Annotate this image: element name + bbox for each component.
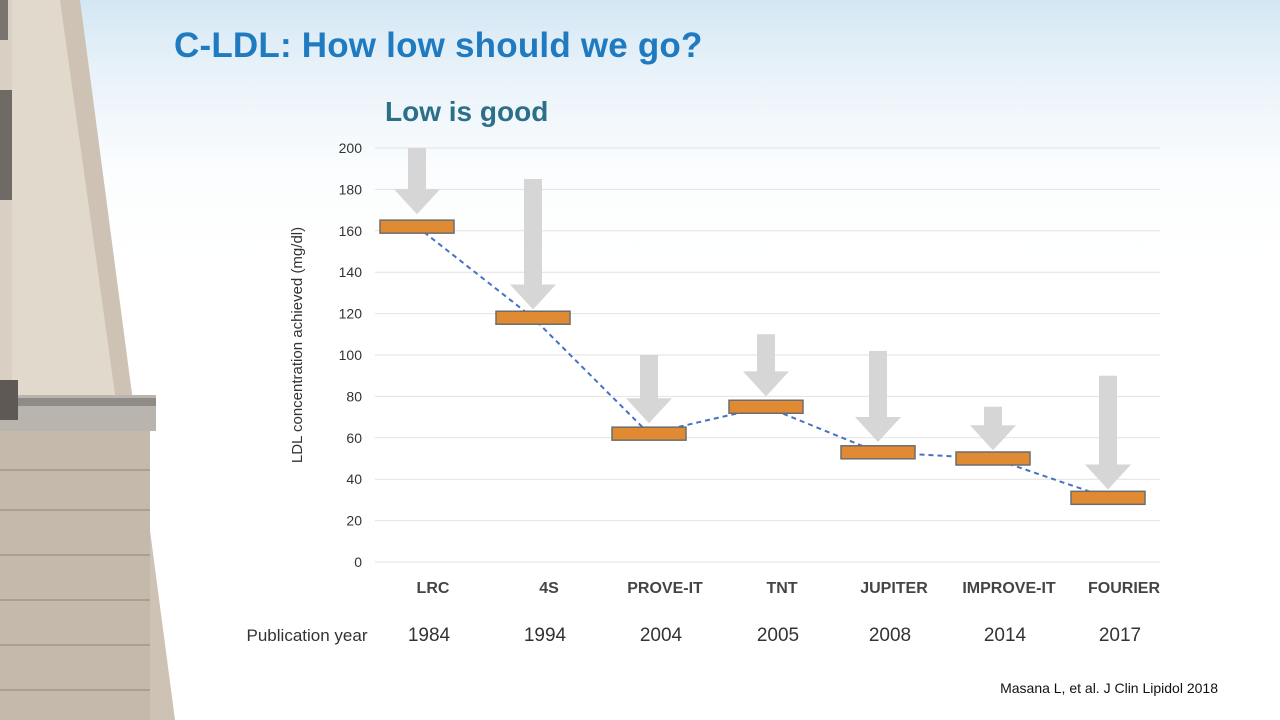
- slide-title: C-LDL: How low should we go?: [174, 26, 703, 65]
- x-category-label: JUPITER: [860, 580, 928, 597]
- chart-title: Low is good: [385, 96, 549, 127]
- x-category-label: PROVE-IT: [627, 580, 703, 597]
- publication-year: 2005: [757, 625, 799, 646]
- ldl-bar: [495, 310, 571, 325]
- publication-year: 2014: [984, 625, 1027, 646]
- ldl-bar: [1070, 490, 1146, 506]
- citation: Masana L, et al. J Clin Lipidol 2018: [1000, 680, 1218, 696]
- publication-year: 2004: [640, 625, 683, 646]
- y-axis-label: LDL concentration achieved (mg/dl): [289, 227, 306, 463]
- y-tick-label: 200: [339, 140, 363, 156]
- x-category-label: TNT: [766, 580, 797, 597]
- y-axis-ticks: 0 20 40 60 80 100 120 140 160 180 200: [339, 140, 363, 570]
- x-category-label: 4S: [539, 580, 559, 597]
- reduction-arrow: [855, 350, 901, 442]
- y-tick-label: 140: [339, 264, 363, 280]
- ldl-bar: [379, 219, 455, 234]
- ldl-bar: [840, 445, 916, 460]
- left-building-photo: [0, 0, 200, 720]
- publication-year: 2017: [1099, 625, 1141, 646]
- ldl-bar: [728, 399, 804, 414]
- publication-year: 1994: [524, 625, 567, 646]
- reduction-arrow: [1085, 375, 1131, 490]
- publication-year: 1984: [408, 625, 451, 646]
- publication-year: 2008: [869, 625, 911, 646]
- x-axis-labels: LRC 4S PROVE-IT TNT JUPITER IMPROVE-IT FOURIER: [417, 580, 1161, 597]
- y-tick-label: 80: [346, 388, 362, 404]
- reduction-arrow: [743, 334, 789, 397]
- y-tick-label: 180: [339, 181, 363, 197]
- ldl-bar: [955, 451, 1031, 466]
- y-tick-label: 100: [339, 347, 363, 363]
- publication-year-label: Publication year: [247, 626, 368, 645]
- y-tick-label: 120: [339, 306, 363, 322]
- y-tick-label: 160: [339, 223, 363, 239]
- x-category-label: LRC: [417, 580, 450, 597]
- x-category-label: FOURIER: [1088, 580, 1160, 597]
- y-tick-label: 60: [346, 430, 362, 446]
- reduction-arrow: [394, 148, 440, 215]
- reduction-arrow: [626, 355, 672, 424]
- y-tick-label: 20: [346, 513, 362, 529]
- publication-years: 1984 1994 2004 2005 2008 2014 2017: [408, 625, 1141, 646]
- reduction-arrows: [394, 148, 1131, 490]
- ldl-markers: [379, 219, 1146, 506]
- gridlines: [375, 147, 1160, 563]
- y-tick-label: 0: [354, 554, 362, 570]
- ldl-bar: [611, 426, 687, 441]
- y-tick-label: 40: [346, 471, 362, 487]
- reduction-arrow: [970, 406, 1016, 451]
- reduction-arrow: [510, 179, 556, 310]
- x-category-label: IMPROVE-IT: [962, 580, 1056, 597]
- building-graphic: [0, 0, 175, 720]
